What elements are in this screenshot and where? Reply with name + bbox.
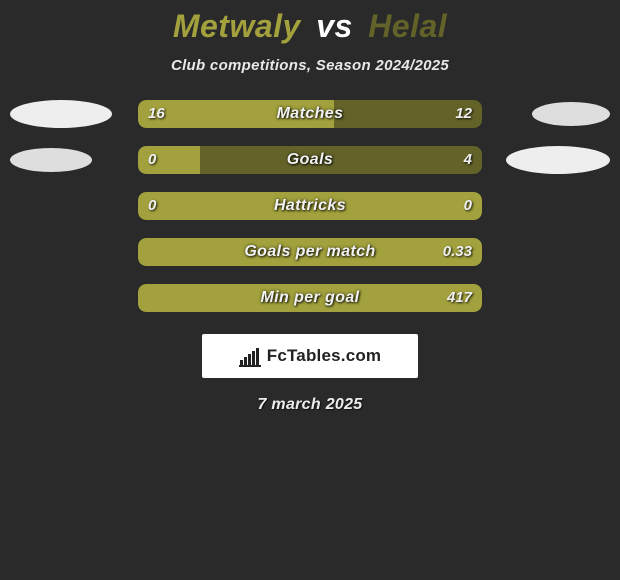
stat-label: Goals per match <box>138 238 482 266</box>
stat-label: Hattricks <box>138 192 482 220</box>
decorative-ellipse <box>10 148 92 172</box>
stat-row: 00Hattricks <box>0 192 620 220</box>
decorative-ellipse <box>532 102 610 126</box>
page-title: Metwaly vs Helal <box>0 8 620 45</box>
stat-bar: 00Hattricks <box>138 192 482 220</box>
title-player1: Metwaly <box>173 8 301 44</box>
date-label: 7 march 2025 <box>0 396 620 414</box>
brand-box: FcTables.com <box>202 334 418 378</box>
stat-row: 1612Matches <box>0 100 620 128</box>
subtitle: Club competitions, Season 2024/2025 <box>0 57 620 74</box>
comparison-infographic: Metwaly vs Helal Club competitions, Seas… <box>0 0 620 580</box>
title-player2: Helal <box>368 8 447 44</box>
brand-chart-icon <box>239 346 261 366</box>
stat-bar: 04Goals <box>138 146 482 174</box>
stat-label: Min per goal <box>138 284 482 312</box>
stat-row: 04Goals <box>0 146 620 174</box>
stat-row: 0.33Goals per match <box>0 238 620 266</box>
stat-label: Goals <box>138 146 482 174</box>
stat-bar: 1612Matches <box>138 100 482 128</box>
stat-bar: 0.33Goals per match <box>138 238 482 266</box>
stat-rows: 1612Matches 04Goals 00Hattricks 0.33Goals p… <box>0 100 620 312</box>
stat-row: 417Min per goal <box>0 284 620 312</box>
brand-text: FcTables.com <box>267 346 382 366</box>
decorative-ellipse <box>10 100 112 128</box>
stat-bar: 417Min per goal <box>138 284 482 312</box>
title-vs: vs <box>316 8 353 44</box>
stat-label: Matches <box>138 100 482 128</box>
decorative-ellipse <box>506 146 610 174</box>
